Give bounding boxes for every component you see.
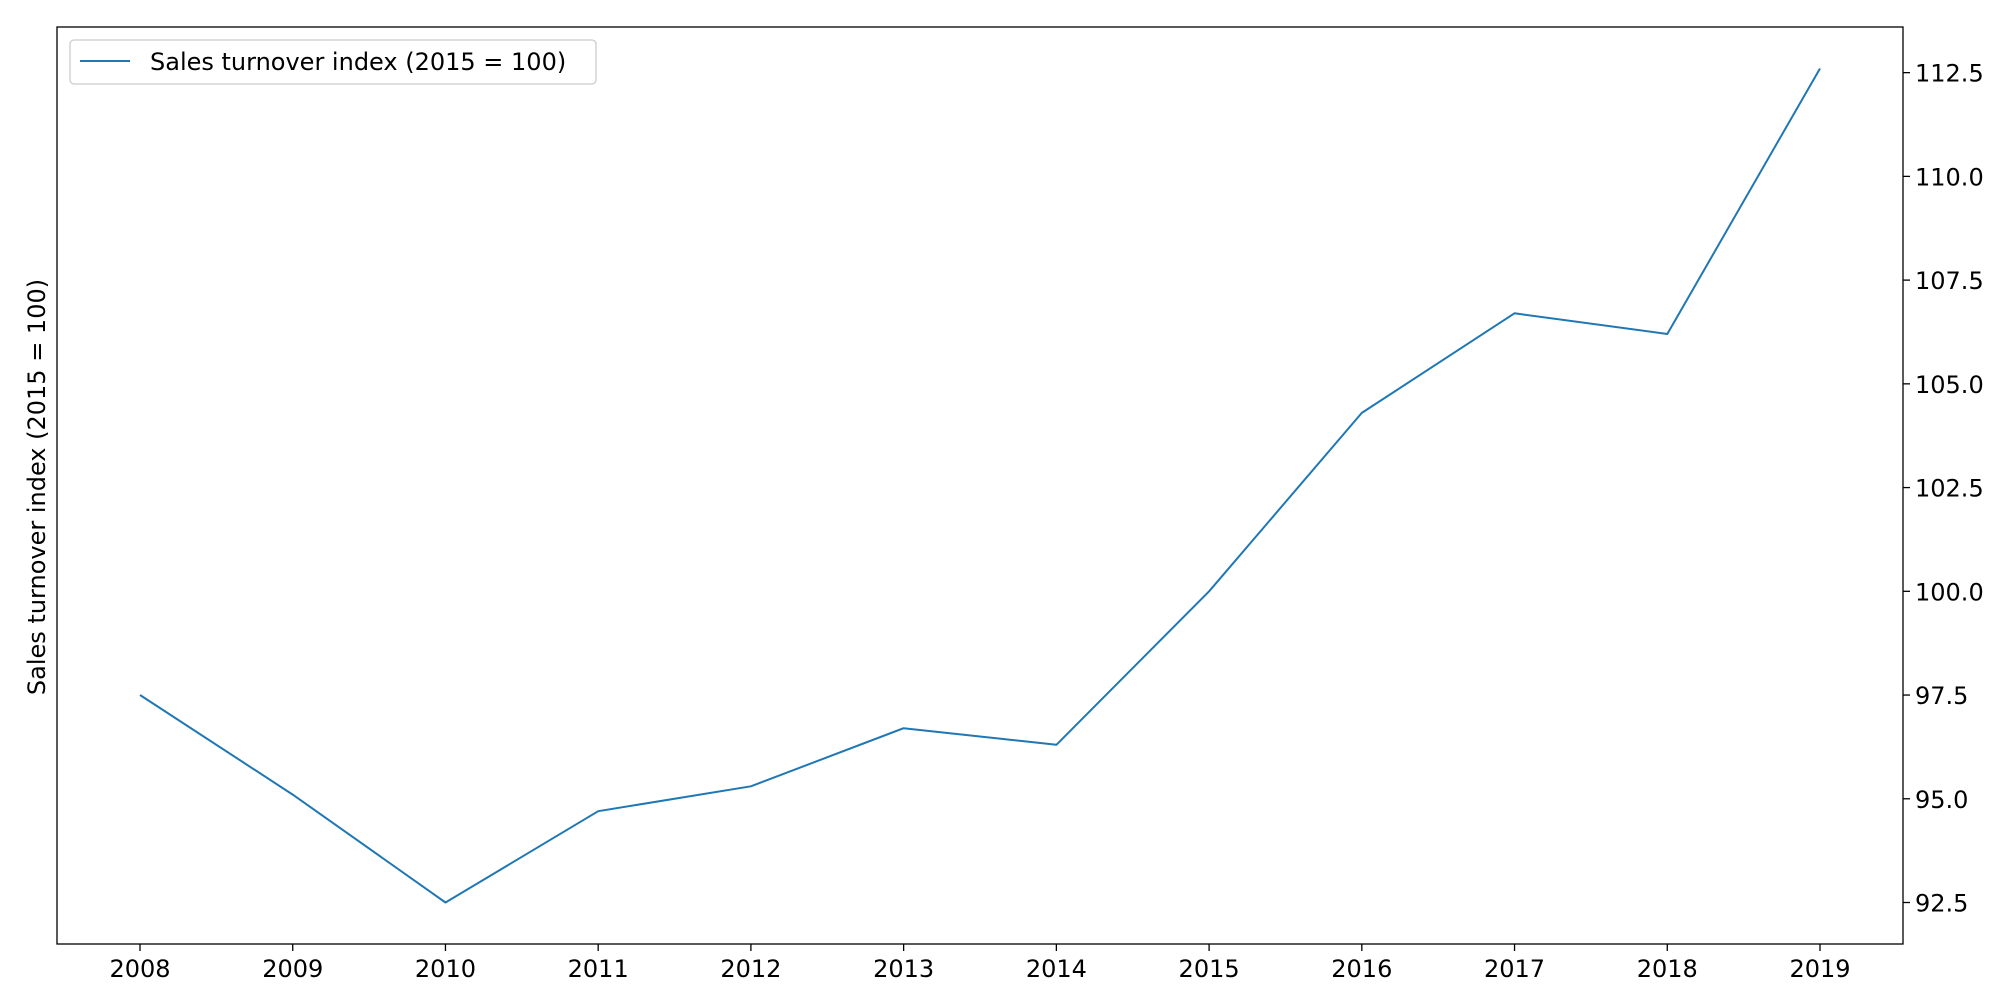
series-layer bbox=[139, 68, 1821, 904]
x-tick-label: 2010 bbox=[415, 955, 476, 983]
y-tick-label: 97.5 bbox=[1915, 682, 1968, 710]
x-tick-label: 2019 bbox=[1789, 955, 1850, 983]
x-tick-label: 2016 bbox=[1331, 955, 1392, 983]
legend: Sales turnover index (2015 = 100) bbox=[69, 39, 597, 85]
y-axis-title: Sales turnover index (2015 = 100) bbox=[23, 279, 51, 695]
x-tick-label: 2011 bbox=[568, 955, 629, 983]
y-tick-label: 100.0 bbox=[1915, 578, 1984, 606]
y-tick-label: 105.0 bbox=[1915, 371, 1984, 399]
y-tick-label: 110.0 bbox=[1915, 163, 1984, 191]
x-axis: 2008 2009 2010 2011 2012 2013 2014 2015 2016 2017… bbox=[109, 944, 1851, 983]
y-axis-right: 92.5 95.0 97.5 100.0 102.5 105.0 107.5 110.0 112… bbox=[1903, 60, 1984, 918]
x-tick-label: 2015 bbox=[1179, 955, 1240, 983]
plot-area bbox=[56, 26, 1904, 945]
legend-box bbox=[69, 39, 597, 85]
y-tick-label: 95.0 bbox=[1915, 786, 1968, 814]
x-tick-label: 2018 bbox=[1637, 955, 1698, 983]
x-tick-label: 2008 bbox=[109, 955, 170, 983]
x-tick-label: 2013 bbox=[873, 955, 934, 983]
y-tick-label: 92.5 bbox=[1915, 890, 1968, 918]
x-tick-label: 2009 bbox=[262, 955, 323, 983]
x-tick-label: 2014 bbox=[1026, 955, 1087, 983]
x-tick-label: 2012 bbox=[720, 955, 781, 983]
legend-label: Sales turnover index (2015 = 100) bbox=[150, 48, 566, 76]
y-tick-label: 102.5 bbox=[1915, 475, 1984, 503]
y-tick-label: 112.5 bbox=[1915, 60, 1984, 88]
y-tick-label: 107.5 bbox=[1915, 267, 1984, 295]
x-tick-label: 2017 bbox=[1484, 955, 1545, 983]
series-line bbox=[139, 68, 1821, 904]
